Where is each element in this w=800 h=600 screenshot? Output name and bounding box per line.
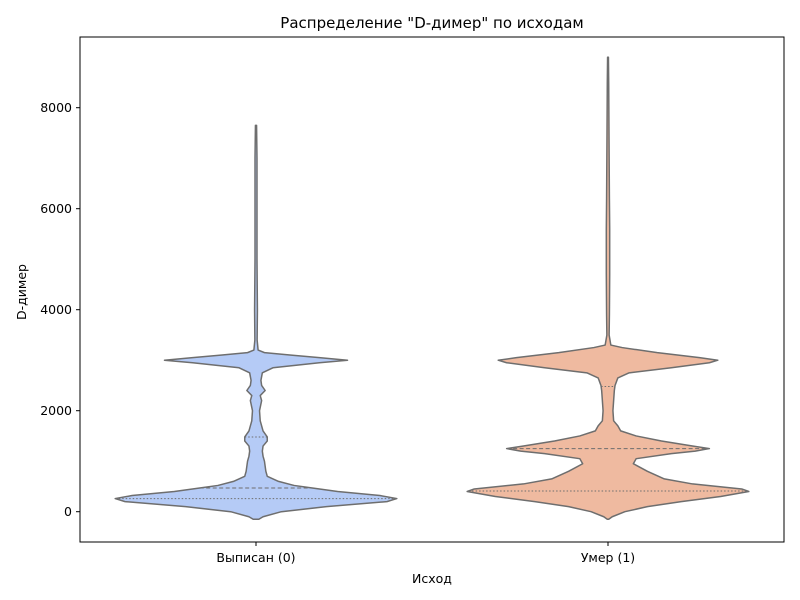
y-tick-label: 6000	[40, 201, 72, 216]
y-tick-label: 8000	[40, 100, 72, 115]
violin-body	[466, 56, 750, 521]
y-axis: 0 2000 4000 6000 8000	[40, 100, 80, 519]
plot-area	[114, 56, 750, 521]
x-tick-label: Выписан (0)	[216, 550, 295, 565]
y-tick-label: 2000	[40, 403, 72, 418]
chart-title: Распределение "D-димер" по исходам	[280, 14, 583, 32]
y-axis-label: D-димер	[14, 264, 29, 320]
y-tick-label: 4000	[40, 302, 72, 317]
violin-body	[114, 124, 398, 521]
x-axis: Выписан (0) Умер (1)	[216, 542, 635, 565]
y-tick-label: 0	[64, 504, 72, 519]
x-tick-label: Умер (1)	[581, 550, 635, 565]
x-axis-label: Исход	[412, 571, 452, 586]
axes-frame	[79, 36, 785, 543]
